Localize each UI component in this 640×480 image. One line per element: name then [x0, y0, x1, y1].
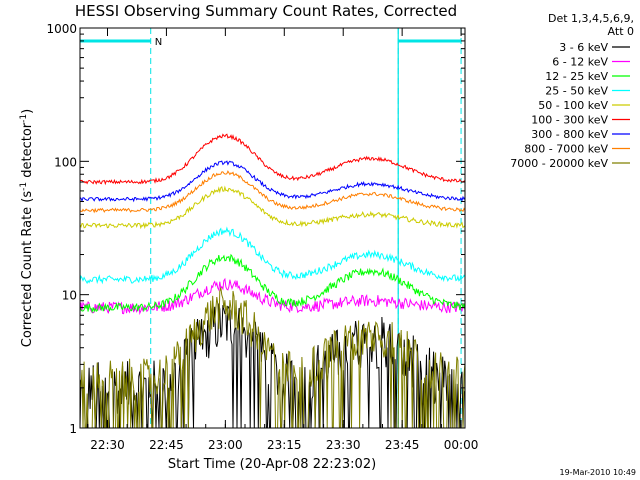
legend-label-6: 300 - 800 keV: [531, 128, 608, 141]
y-tick-label-3: 1000: [46, 22, 77, 36]
y-axis-label-main: Corrected Count Rate (s: [20, 191, 35, 348]
x-axis-label: Start Time (20-Apr-08 22:23:02): [168, 457, 376, 472]
y-tick-label-2: 100: [54, 155, 77, 169]
legend-label-3: 25 - 50 keV: [545, 85, 608, 98]
x-tick-label-3: 23:15: [267, 438, 302, 452]
series-line-2: [79, 253, 466, 314]
generation-timestamp: 19-Mar-2010 10:49: [560, 468, 637, 477]
night-marker-label: N: [155, 37, 162, 48]
y-axis-label-middle: detector: [20, 122, 35, 182]
x-tick-label-5: 23:45: [385, 438, 420, 452]
y-axis-label-exponent-1: -1: [19, 182, 29, 191]
series-line-6: [79, 160, 466, 203]
x-tick-label-4: 23:30: [326, 438, 361, 452]
y-axis-label-end: ): [20, 109, 35, 114]
legend-label-2: 12 - 25 keV: [545, 70, 608, 83]
legend-label-7: 800 - 7000 keV: [524, 143, 608, 156]
x-tick-label-0: 22:30: [90, 438, 125, 452]
y-tick-label-1: 10: [62, 289, 77, 303]
y-axis-ticks: 1 10 100 1000: [46, 22, 465, 436]
legend-header-attenuator: Att 0: [608, 25, 634, 38]
legend-label-1: 6 - 12 keV: [552, 56, 608, 69]
x-axis-ticks: 22:30 22:45 23:00 23:15 23:30 23:45 00:00: [87, 28, 479, 452]
series-line-5: [79, 133, 466, 186]
legend-label-0: 3 - 6 keV: [559, 41, 608, 54]
plot-frame: [79, 27, 466, 429]
y-axis-label: Corrected Count Rate (s-1 detector-1): [19, 109, 35, 347]
series-line-4: [79, 185, 466, 230]
legend-label-8: 7000 - 20000 keV: [510, 157, 608, 170]
series-line-3: [79, 226, 466, 285]
series-line-1: [79, 277, 466, 316]
x-tick-label-1: 22:45: [149, 438, 184, 452]
chart-title: HESSI Observing Summary Count Rates, Cor…: [75, 2, 457, 20]
legend-header-detectors: Det 1,3,4,5,6,9,: [548, 12, 634, 25]
x-tick-label-6: 00:00: [444, 438, 479, 452]
plot-area: N: [79, 28, 466, 429]
legend-label-4: 50 - 100 keV: [538, 99, 608, 112]
y-axis-label-exponent-2: -1: [19, 114, 29, 123]
legend-label-5: 100 - 300 keV: [531, 114, 608, 127]
series-line-8: [79, 287, 466, 429]
legend: Det 1,3,4,5,6,9, Att 0 3 - 6 keV 6 - 12 k…: [510, 12, 634, 170]
x-tick-label-2: 23:00: [208, 438, 243, 452]
y-tick-label-0: 1: [69, 422, 77, 436]
series-line-7: [79, 170, 466, 214]
